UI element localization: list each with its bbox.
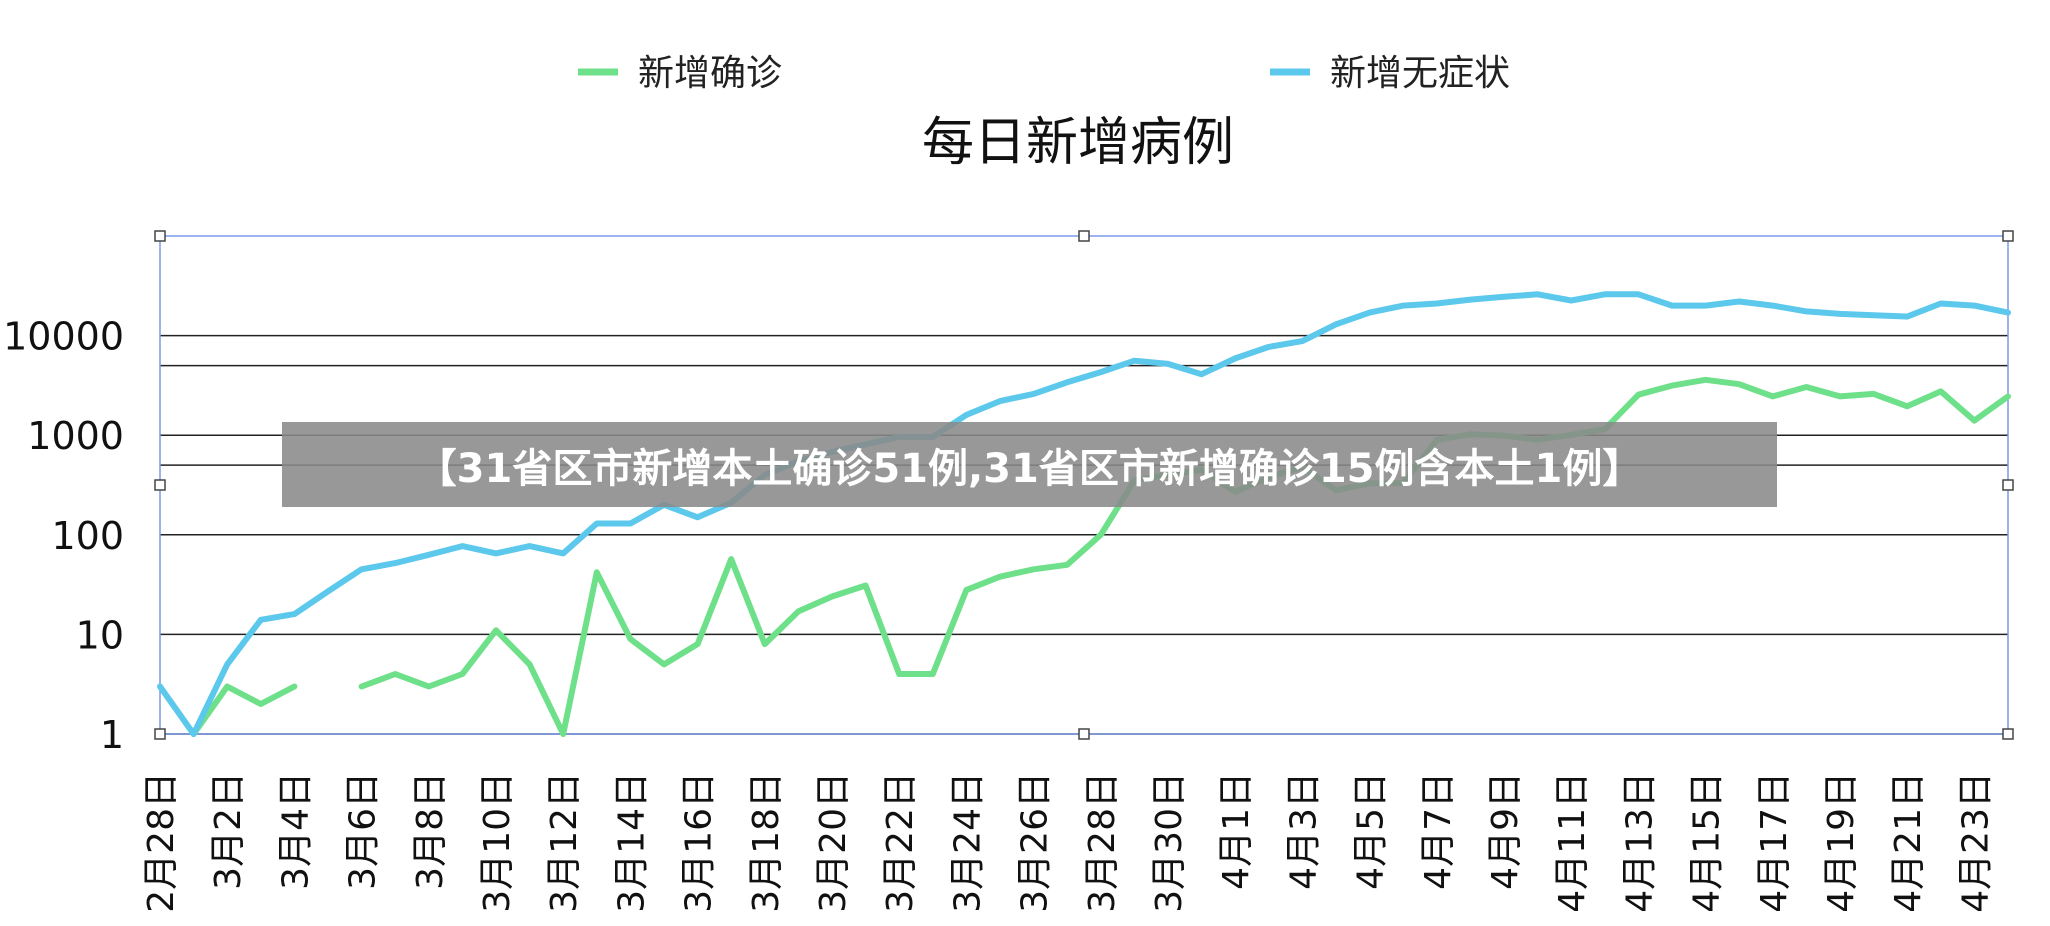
legend: 新增确诊 新增无症状: [578, 53, 1510, 94]
x-tick-label: 4月7日: [1418, 772, 1459, 890]
x-tick-label: 4月3日: [1283, 772, 1324, 890]
x-tick-label: 4月5日: [1351, 772, 1392, 890]
x-tick-label: 4月15日: [1687, 772, 1728, 913]
y-tick-label: 10000: [3, 315, 124, 359]
legend-label-asymptomatic: 新增无症状: [1330, 53, 1510, 94]
plot-area: 1 10 100 1000 10000 2月28日 3月2日 3月4日 3月6日 3月8日 3月10…: [3, 230, 2014, 913]
x-tick-label: 3月2日: [208, 772, 249, 890]
frame-handle: [1078, 230, 1090, 242]
x-tick-label: 3月22日: [880, 772, 921, 913]
frame-handle: [1078, 728, 1090, 740]
frame-handle: [2002, 230, 2014, 242]
x-tick-label: 4月21日: [1888, 772, 1929, 913]
series-line-1: [157, 291, 2011, 737]
frame-handle: [154, 230, 166, 242]
x-tick-label: 3月30日: [1149, 772, 1190, 913]
frame-handle: [2002, 728, 2014, 740]
x-tick-label: 4月9日: [1485, 772, 1526, 890]
chart-title: 每日新增病例: [922, 113, 1234, 173]
x-tick-label: 4月17日: [1754, 772, 1795, 913]
legend-label-confirmed: 新增确诊: [638, 53, 782, 94]
x-tick-label: 3月26日: [1015, 772, 1056, 913]
x-tick-label: 4月23日: [1955, 772, 1996, 913]
x-tick-label: 3月20日: [813, 772, 854, 913]
x-tick-label: 4月13日: [1619, 772, 1660, 913]
frame-handle: [154, 728, 166, 740]
x-tick-label: 3月12日: [544, 772, 585, 913]
y-tick-label: 1000: [27, 414, 124, 458]
y-tick-label: 10: [76, 613, 124, 657]
x-tick-label: 3月6日: [343, 772, 384, 890]
x-tick-label: 3月10日: [477, 772, 518, 913]
x-tick-label: 3月24日: [947, 772, 988, 913]
x-tick-label: 4月11日: [1552, 772, 1593, 913]
x-tick-label: 3月8日: [410, 772, 451, 890]
x-tick-label: 3月16日: [679, 772, 720, 913]
x-tick-label: 3月14日: [611, 772, 652, 913]
y-tick-label: 1: [100, 713, 124, 757]
x-tick-label: 3月28日: [1082, 772, 1123, 913]
y-tick-label: 100: [51, 514, 124, 558]
frame-handle: [2002, 479, 2014, 491]
x-tick-label: 3月18日: [746, 772, 787, 913]
frame-handle: [154, 479, 166, 491]
headline-banner: 【31省区市新增本土确诊51例,31省区市新增确诊15例含本土1例】: [282, 422, 1777, 507]
x-tick-label: 4月19日: [1821, 772, 1862, 913]
x-tick-label: 4月1日: [1216, 772, 1257, 890]
x-tick-label: 2月28日: [141, 772, 182, 913]
x-tick-label: 3月4日: [275, 772, 316, 890]
